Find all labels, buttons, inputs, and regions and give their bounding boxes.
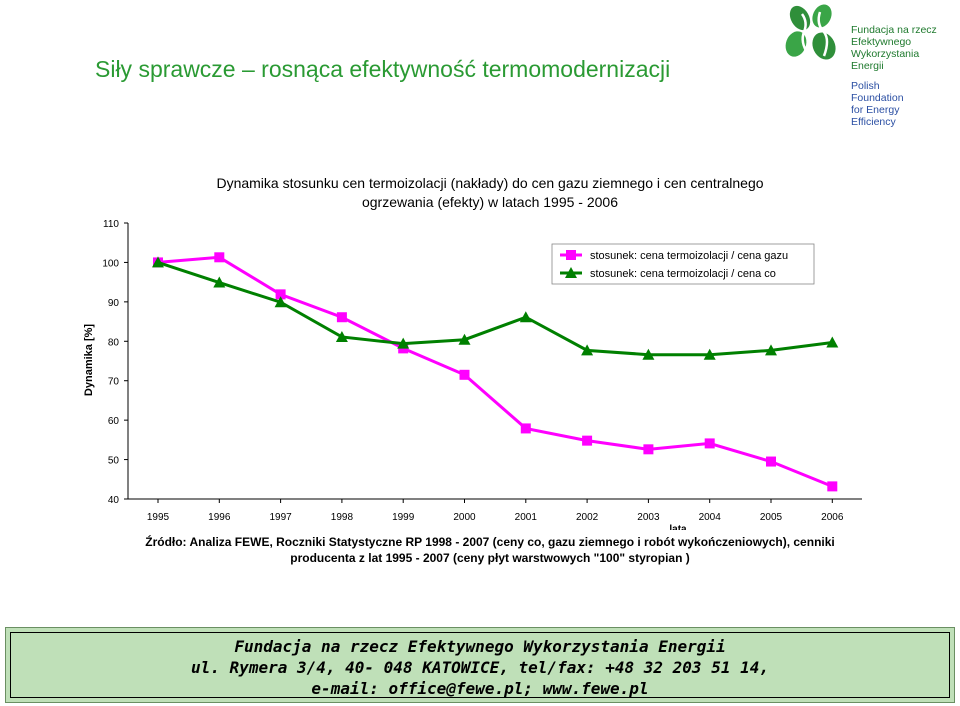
line-chart: Dynamika [%] 40 50 60 70 80 90 100 110 1995 1996… — [83, 219, 862, 530]
fewe-leaf-logo-icon — [785, 4, 836, 60]
y-tick-label: 50 — [108, 456, 120, 467]
series-line-1 — [157, 255, 833, 488]
series-line-2 — [157, 261, 833, 357]
footer-banner: Fundacja na rzecz Efektywnego Wykorzysta… — [5, 627, 955, 703]
x-tick-label: 1995 — [147, 512, 170, 523]
legend-label-1: stosunek: cena termoizolacji / cena gazu — [590, 250, 788, 262]
y-tick-label: 80 — [108, 337, 120, 348]
x-tick-label: 2003 — [637, 512, 660, 523]
slide-title: Siły sprawcze – rosnąca efektywność term… — [95, 56, 671, 82]
series-2-point — [519, 311, 532, 323]
y-tick-label: 110 — [103, 219, 119, 230]
source-note: Źródło: Analiza FEWE, Roczniki Statystyc… — [145, 535, 835, 565]
footer-address: ul. Rymera 3/4, 40- 048 KATOWICE, tel/fa… — [191, 658, 769, 677]
x-tick-label: 2000 — [453, 512, 476, 523]
series-2-point — [397, 337, 410, 349]
footer-contact: e-mail: office@fewe.pl; www.fewe.pl — [311, 679, 649, 698]
legend-label-2: stosunek: cena termoizolacji / cena co — [590, 268, 776, 280]
x-tick-label: 2005 — [760, 512, 783, 523]
logo-text-english: Polish Foundation for Energy Efficiency — [851, 80, 904, 128]
legend: stosunek: cena termoizolacji / cena gazu… — [551, 243, 815, 285]
series-2-point — [581, 344, 594, 356]
series-1-point — [214, 252, 225, 263]
legend-marker-1 — [566, 250, 576, 260]
legend-box — [551, 243, 815, 285]
y-tick-label: 100 — [102, 258, 119, 269]
series-2-point — [152, 256, 164, 268]
series-2-point — [826, 336, 839, 348]
series-1-point — [827, 481, 838, 492]
series-1-point — [766, 456, 776, 467]
fewe-logo: Fundacja na rzecz Efektywnego Wykorzysta… — [778, 2, 960, 128]
y-tick-label: 70 — [108, 377, 120, 388]
series-2-point — [335, 330, 348, 342]
series-1-point — [275, 289, 286, 300]
series-2-point — [642, 348, 655, 360]
y-tick-label: 90 — [108, 298, 120, 309]
footer-frame: Fundacja na rzecz Efektywnego Wykorzysta… — [10, 632, 950, 698]
series-1-point — [643, 444, 654, 455]
x-tick-label: 1997 — [269, 512, 292, 523]
series-2-point — [458, 333, 471, 345]
x-axis-label: lata — [669, 524, 687, 530]
logo-text-polish: Fundacja na rzecz Efektywnego Wykorzysta… — [851, 24, 937, 72]
x-tick-label: 2001 — [515, 512, 538, 523]
series-1-point — [582, 435, 593, 446]
y-tick-label: 60 — [108, 416, 120, 427]
x-tick-label: 1996 — [208, 512, 231, 523]
x-tick-label: 2006 — [821, 512, 844, 523]
legend-marker-2 — [565, 267, 577, 278]
footer-organization: Fundacja na rzecz Efektywnego Wykorzysta… — [234, 637, 726, 656]
y-tick-label: 40 — [108, 495, 120, 506]
series-1-point — [336, 312, 347, 323]
series-2-point — [765, 344, 777, 356]
x-tick-label: 1998 — [331, 512, 354, 523]
x-tick-label: 1999 — [392, 512, 415, 523]
series-1-point — [520, 423, 531, 434]
chart-title: Dynamika stosunku cen termoizolacji (nak… — [216, 175, 764, 210]
series-2-point — [703, 348, 716, 360]
series-2-point — [274, 296, 287, 308]
series-1-point — [704, 438, 715, 449]
x-tick-label: 2002 — [576, 512, 599, 523]
x-tick-label: 2004 — [699, 512, 722, 523]
y-axis-label: Dynamika [%] — [83, 324, 95, 396]
series-1-point — [459, 369, 470, 380]
series-2-point — [213, 276, 226, 288]
